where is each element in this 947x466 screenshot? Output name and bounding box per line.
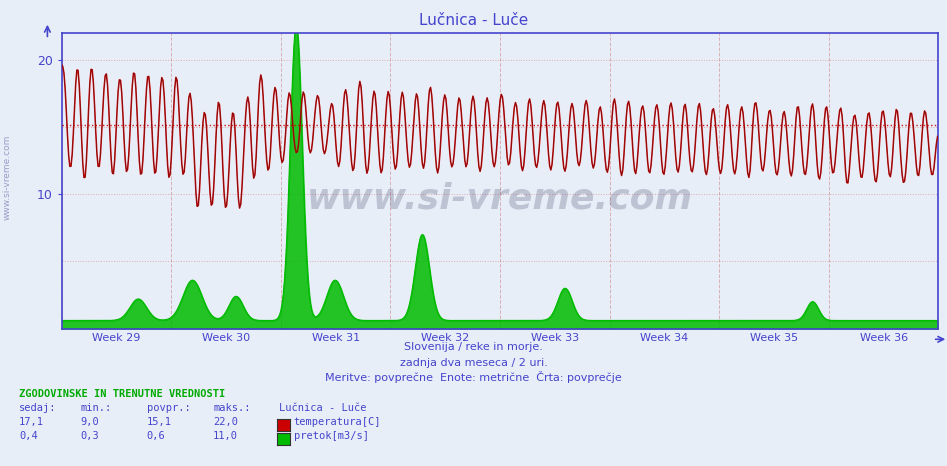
Text: povpr.:: povpr.:: [147, 403, 190, 413]
Text: 0,4: 0,4: [19, 431, 38, 441]
Text: 22,0: 22,0: [213, 417, 238, 427]
Text: Slovenija / reke in morje.: Slovenija / reke in morje.: [404, 343, 543, 352]
Text: 9,0: 9,0: [80, 417, 99, 427]
Text: www.si-vreme.com: www.si-vreme.com: [2, 134, 11, 220]
Text: 15,1: 15,1: [147, 417, 171, 427]
Text: temperatura[C]: temperatura[C]: [294, 417, 381, 427]
Text: zadnja dva meseca / 2 uri.: zadnja dva meseca / 2 uri.: [400, 358, 547, 368]
Text: 11,0: 11,0: [213, 431, 238, 441]
Text: 0,3: 0,3: [80, 431, 99, 441]
Text: Meritve: povprečne  Enote: metrične  Črta: povprečje: Meritve: povprečne Enote: metrične Črta:…: [325, 371, 622, 383]
Text: pretok[m3/s]: pretok[m3/s]: [294, 431, 368, 441]
Text: min.:: min.:: [80, 403, 112, 413]
Text: sedaj:: sedaj:: [19, 403, 57, 413]
Text: www.si-vreme.com: www.si-vreme.com: [307, 181, 692, 215]
Text: ZGODOVINSKE IN TRENUTNE VREDNOSTI: ZGODOVINSKE IN TRENUTNE VREDNOSTI: [19, 389, 225, 399]
Text: 17,1: 17,1: [19, 417, 44, 427]
Text: Lučnica - Luče: Lučnica - Luče: [279, 403, 366, 413]
Text: 0,6: 0,6: [147, 431, 166, 441]
Text: Lučnica - Luče: Lučnica - Luče: [419, 14, 528, 28]
Text: maks.:: maks.:: [213, 403, 251, 413]
